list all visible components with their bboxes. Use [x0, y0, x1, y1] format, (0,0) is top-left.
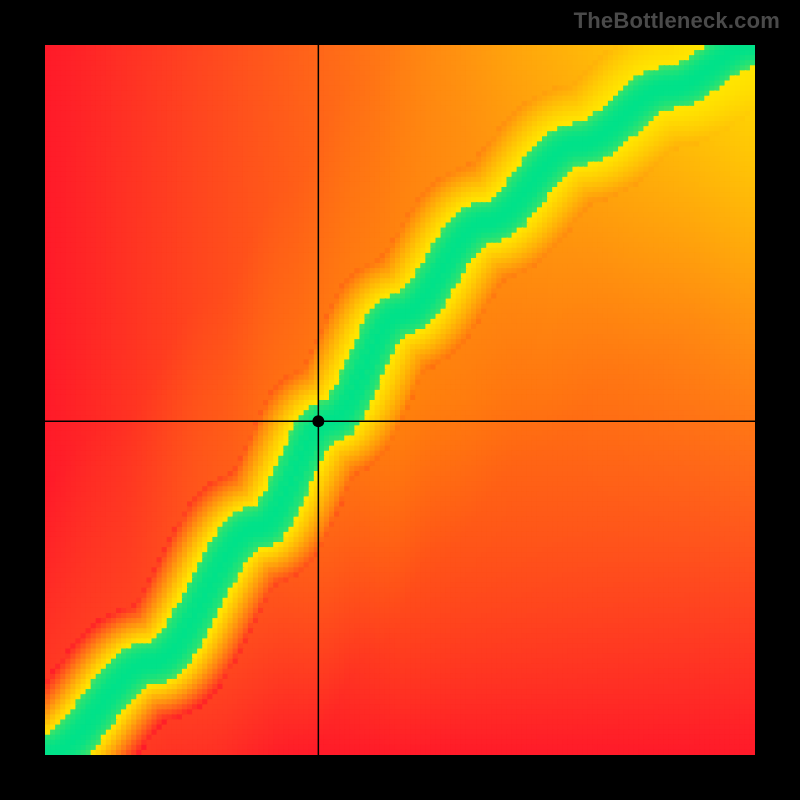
watermark-text: TheBottleneck.com	[574, 8, 780, 34]
heatmap-plot	[45, 45, 755, 755]
chart-frame: TheBottleneck.com	[0, 0, 800, 800]
heatmap-canvas	[45, 45, 755, 755]
